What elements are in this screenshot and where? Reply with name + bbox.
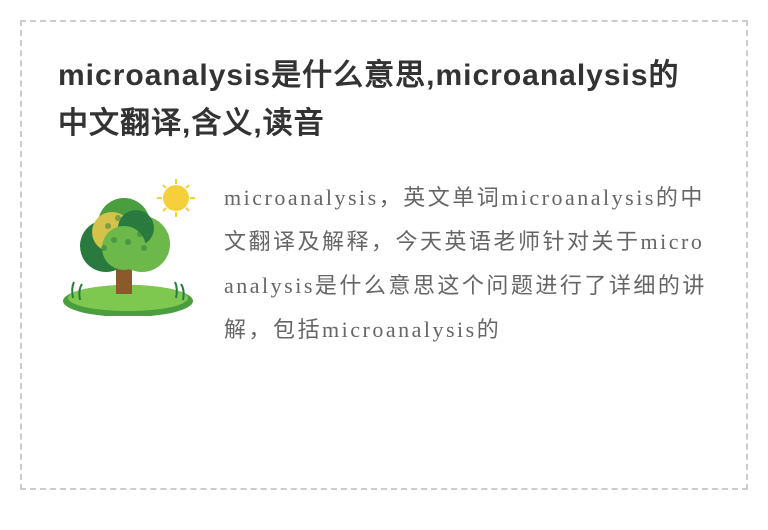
content-row: microanalysis，英文单词microanalysis的中文翻译及解释，… (58, 176, 710, 352)
page-title: microanalysis是什么意思,microanalysis的中文翻译,含义… (58, 52, 710, 148)
body-paragraph: microanalysis，英文单词microanalysis的中文翻译及解释，… (224, 176, 710, 352)
document-card: microanalysis是什么意思,microanalysis的中文翻译,含义… (20, 20, 748, 490)
thumbnail-image (58, 176, 198, 316)
tree-illustration-icon (58, 176, 198, 316)
